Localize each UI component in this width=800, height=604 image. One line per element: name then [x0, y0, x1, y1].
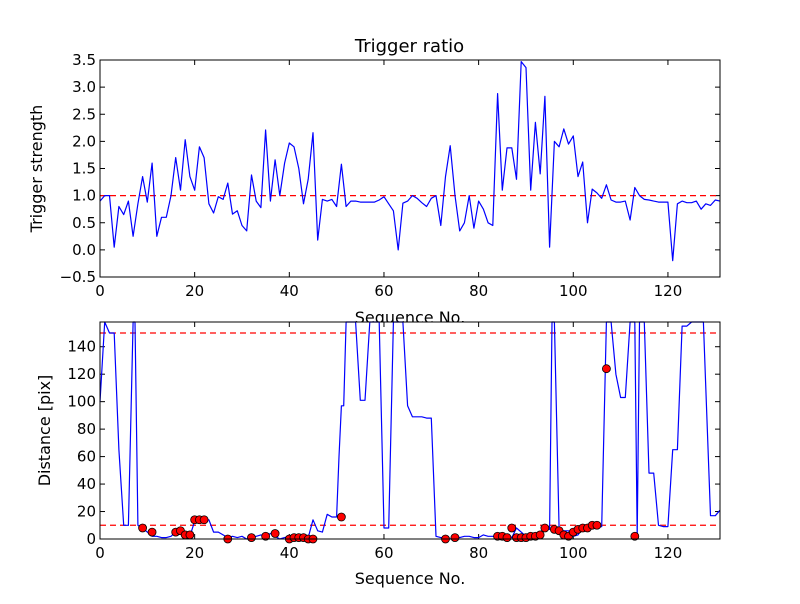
y-tick-label: 140 [67, 338, 96, 356]
x-tick-label: 100 [559, 282, 588, 300]
y-tick-label: 80 [77, 420, 96, 438]
y-tick-label: 20 [77, 503, 96, 521]
data-point [507, 523, 517, 533]
data-point [592, 520, 602, 530]
threshold-line-group [100, 332, 720, 526]
y-tick-label: 0.5 [72, 214, 96, 232]
tick-group: 0 20 40 60 80 100 120 −0.5 0.0 0.5 1.0 1.5 2.0 2.5 3.0… [60, 51, 720, 300]
data-point [450, 533, 460, 543]
x-tick-label: 80 [469, 544, 488, 562]
x-tick-label: 40 [280, 544, 299, 562]
x-axis-label: Sequence No. [355, 569, 466, 588]
plot-area [100, 60, 720, 277]
y-axis-label: Trigger strength [27, 105, 46, 234]
y-tick-label: 120 [67, 365, 96, 383]
x-tick-label: 80 [469, 282, 488, 300]
series-line [99, 60, 721, 262]
data-point [540, 523, 550, 533]
x-tick-label: 0 [95, 544, 105, 562]
data-point [502, 533, 512, 543]
data-point [185, 530, 195, 540]
marker-group [138, 364, 640, 544]
y-tick-label: 60 [77, 448, 96, 466]
series-group [99, 60, 721, 262]
y-tick-label: 2.0 [72, 132, 96, 150]
plot-frame [99, 59, 721, 278]
data-point [535, 530, 545, 540]
x-tick-label: 40 [280, 282, 299, 300]
data-point [630, 531, 640, 541]
data-point [147, 527, 157, 537]
y-tick-label: 1.0 [72, 187, 96, 205]
x-tick-label: 20 [185, 544, 204, 562]
y-tick-label: 3.0 [72, 78, 96, 96]
data-point [247, 533, 256, 543]
data-point [336, 512, 346, 522]
x-tick-label: 60 [374, 282, 393, 300]
y-tick-label: 3.5 [72, 51, 96, 69]
y-tick-label: 2.5 [72, 105, 96, 123]
tick-group: 0 20 40 60 80 100 120 0 20 40 60 80 100 120 140 [67, 322, 720, 562]
x-tick-label: 0 [95, 282, 105, 300]
y-tick-label: 40 [77, 475, 96, 493]
y-tick-label: 100 [67, 393, 96, 411]
plot-frame [99, 321, 721, 540]
data-point [138, 523, 147, 533]
x-tick-label: 120 [654, 544, 683, 562]
data-point [199, 515, 209, 525]
data-point [261, 531, 271, 541]
x-tick-label: 100 [559, 544, 588, 562]
x-tick-label: 60 [374, 544, 393, 562]
y-tick-label: −0.5 [60, 268, 96, 286]
chart-title: Trigger ratio [354, 36, 464, 57]
y-tick-label: 1.5 [72, 160, 96, 178]
trigger-ratio-chart: Trigger ratio 0 20 40 60 80 100 120 −0.5 0.0 0.5 1… [27, 36, 721, 327]
data-point [270, 529, 280, 538]
x-tick-label: 20 [185, 282, 204, 300]
y-tick-label: 0.0 [72, 241, 96, 259]
data-point [602, 364, 611, 374]
plot-area [100, 322, 720, 539]
y-axis-label: Distance [pix] [35, 375, 54, 487]
distance-chart: 0 20 40 60 80 100 120 0 20 40 60 80 100 120 140 Sequen… [35, 321, 721, 588]
y-tick-label: 0 [86, 530, 96, 548]
x-tick-label: 120 [654, 282, 683, 300]
